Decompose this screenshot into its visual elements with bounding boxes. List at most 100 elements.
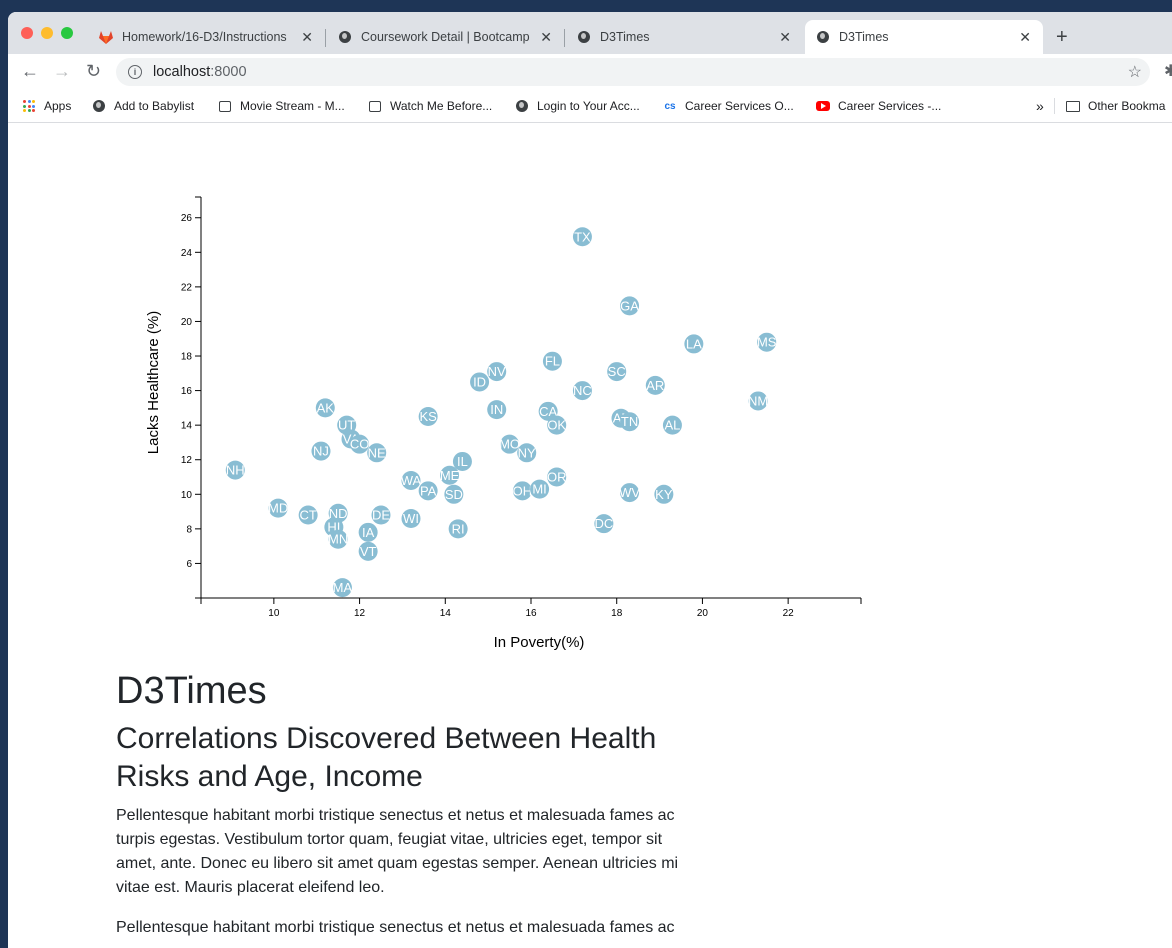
point-marker: [418, 481, 438, 501]
point-label: OH: [513, 483, 533, 498]
browser-window: Homework/16-D3/Instructions ✕ Coursework…: [8, 12, 1172, 948]
article-paragraph: Pellentesque habitant morbi tristique se…: [116, 919, 675, 936]
bookmark-movie-stream[interactable]: Movie Stream - M...: [218, 98, 345, 114]
globe-icon: [815, 29, 831, 45]
x-tick-label: 20: [697, 608, 709, 619]
y-axis-label: Lacks Healthcare (%): [145, 311, 162, 454]
back-arrow-icon[interactable]: ←: [21, 61, 39, 81]
y-tick-label: 18: [181, 352, 193, 363]
address-bar[interactable]: i localhost:8000 ☆: [116, 58, 1150, 86]
point-label: WA: [401, 473, 422, 488]
x-tick-label: 14: [440, 608, 452, 619]
point-marker: [487, 400, 507, 420]
point-marker: [512, 481, 532, 501]
point-label: DE: [372, 508, 390, 523]
page-content: 10 12 14 16 18 20 22 6 8 10 12 14 16 18 20 22 24 26 In Pov…: [8, 123, 1172, 948]
point-marker: [358, 522, 378, 542]
bookmarks-bar: Apps Add to Babylist Movie Stream - M...…: [8, 90, 1172, 123]
bookmark-label: Apps: [44, 99, 72, 113]
point-marker: [367, 443, 387, 463]
point-label: MO: [499, 437, 520, 452]
bookmark-star-icon[interactable]: ☆: [1127, 64, 1142, 81]
bookmark-career-services-o[interactable]: cs Career Services O...: [663, 98, 793, 114]
point-label: CA: [539, 404, 557, 419]
point-label: MD: [268, 501, 288, 516]
point-marker: [684, 334, 704, 354]
point-label: PA: [420, 483, 437, 498]
point-label: AK: [317, 400, 335, 415]
point-marker: [594, 514, 614, 534]
minimize-window-button[interactable]: [41, 27, 53, 39]
point-label: NY: [518, 445, 536, 460]
tab-coursework[interactable]: Coursework Detail | Bootcamp ✕: [327, 20, 564, 54]
point-marker: [315, 398, 335, 418]
point-marker: [440, 465, 460, 485]
point-marker: [607, 362, 627, 382]
point-marker: [401, 508, 421, 528]
point-label: TX: [574, 229, 591, 244]
data-point: TX: [572, 227, 592, 247]
y-tick-label: 12: [181, 455, 193, 466]
data-point: ME: [440, 465, 460, 485]
point-marker: [654, 484, 674, 504]
data-point: NJ: [311, 441, 331, 461]
site-info-icon[interactable]: i: [128, 65, 142, 79]
youtube-icon: [816, 99, 830, 113]
point-label: IN: [490, 402, 503, 417]
other-bookmarks[interactable]: Other Bookma: [1066, 98, 1165, 114]
data-point: GA: [620, 296, 639, 316]
close-icon[interactable]: ✕: [1019, 29, 1031, 45]
point-label: OK: [547, 418, 566, 433]
point-marker: [225, 460, 245, 480]
maximize-window-button[interactable]: [61, 27, 73, 39]
close-icon[interactable]: ✕: [301, 29, 313, 45]
point-marker: [572, 227, 592, 247]
point-label: MA: [333, 580, 353, 595]
tab-homework[interactable]: Homework/16-D3/Instructions ✕: [88, 20, 325, 54]
bookmark-login[interactable]: Login to Your Acc...: [515, 98, 640, 114]
tab-d3times-1[interactable]: D3Times ✕: [566, 20, 803, 54]
point-label: GA: [620, 298, 639, 313]
x-tick-label: 12: [354, 608, 366, 619]
tab-d3times-active[interactable]: D3Times ✕: [805, 20, 1043, 54]
data-point: IL: [452, 451, 472, 471]
point-marker: [662, 415, 682, 435]
extensions-icon[interactable]: ✱: [1164, 63, 1172, 80]
reload-icon[interactable]: ↻: [86, 61, 102, 81]
bookmark-career-services-yt[interactable]: Career Services -...: [816, 98, 941, 114]
point-label: NJ: [313, 444, 329, 459]
point-label: WV: [619, 485, 640, 500]
bookmarks-overflow-button[interactable]: »: [1036, 98, 1044, 114]
data-point: NY: [517, 443, 537, 463]
bookmark-apps[interactable]: Apps: [22, 98, 71, 114]
y-tick-label: 24: [181, 248, 193, 259]
bookmark-watch-me[interactable]: Watch Me Before...: [368, 98, 492, 114]
point-label: WI: [403, 511, 419, 526]
tab-title: Coursework Detail | Bootcamp: [361, 30, 530, 44]
new-tab-button[interactable]: +: [1056, 26, 1068, 48]
close-window-button[interactable]: [21, 27, 33, 39]
y-tick-label: 6: [186, 559, 192, 570]
tab-title: D3Times: [839, 30, 889, 44]
data-point: FL: [542, 351, 562, 371]
y-tick-label: 16: [181, 386, 193, 397]
point-marker: [311, 441, 331, 461]
point-marker: [448, 519, 468, 539]
bookmark-babylist[interactable]: Add to Babylist: [92, 98, 194, 114]
scatter-chart: 10 12 14 16 18 20 22 6 8 10 12 14 16 18 20 22 24 26 In Pov…: [145, 196, 862, 651]
point-marker: [517, 443, 537, 463]
data-point: MN: [328, 529, 348, 549]
data-point: NV: [487, 362, 507, 382]
data-point: KS: [418, 407, 438, 427]
close-icon[interactable]: ✕: [540, 29, 552, 45]
bookmark-label: Other Bookma: [1088, 99, 1166, 113]
forward-arrow-icon[interactable]: →: [53, 61, 71, 81]
url-text[interactable]: localhost:8000: [153, 64, 247, 80]
bookmarks-divider: [1054, 98, 1055, 114]
point-label: NH: [226, 463, 245, 478]
point-label: VT: [360, 544, 377, 559]
point-marker: [538, 401, 558, 421]
data-point: NM: [748, 391, 768, 411]
close-icon[interactable]: ✕: [779, 29, 791, 45]
globe-icon: [576, 29, 592, 45]
